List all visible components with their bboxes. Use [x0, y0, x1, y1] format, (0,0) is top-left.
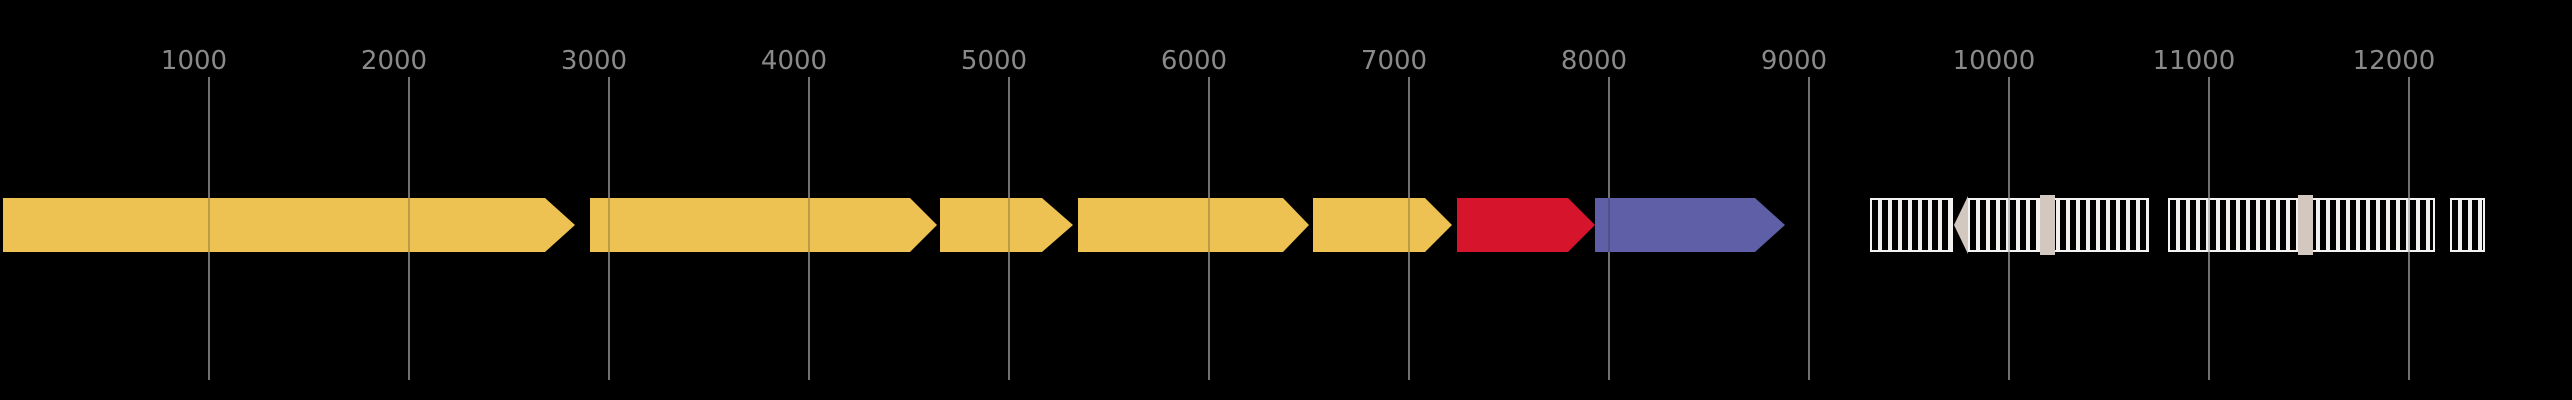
tick-label-9000: 9000 [1760, 46, 1828, 76]
tick-label-1000: 1000 [160, 46, 228, 76]
gridline-9000 [1808, 77, 1810, 380]
gene-2 [590, 198, 937, 252]
gridline-overlay-11000 [2208, 77, 2210, 380]
repeat-block-1 [1870, 198, 1953, 252]
tick-label-12000: 12000 [2352, 46, 2436, 76]
tick-label-7000: 7000 [1360, 46, 1428, 76]
tick-label-6000: 6000 [1160, 46, 1228, 76]
gene-4 [1078, 198, 1309, 252]
repeat-block-2-band [2040, 195, 2055, 255]
repeat-block-2 [1968, 198, 2149, 252]
gridline-overlay-1000 [208, 77, 210, 380]
tick-label-8000: 8000 [1560, 46, 1628, 76]
tick-label-10000: 10000 [1952, 46, 2036, 76]
gridline-overlay-3000 [608, 77, 610, 380]
gridline-overlay-9000 [1808, 77, 1810, 380]
gridline-overlay-12000 [2408, 77, 2410, 380]
gridline-overlay-6000 [1208, 77, 1210, 380]
gene-7 [1595, 198, 1785, 252]
tick-label-5000: 5000 [960, 46, 1028, 76]
tick-label-2000: 2000 [360, 46, 428, 76]
gridline-overlay-5000 [1008, 77, 1010, 380]
gridline-overlay-8000 [1608, 77, 1610, 380]
tick-label-3000: 3000 [560, 46, 628, 76]
gridline-overlay-7000 [1408, 77, 1410, 380]
repeat-block-2-tip [1954, 196, 1968, 254]
gridline-overlay-2000 [408, 77, 410, 380]
gridline-overlay-10000 [2008, 77, 2010, 380]
repeat-block-3-band [2298, 195, 2313, 255]
gene-6 [1457, 198, 1595, 252]
gene-5 [1313, 198, 1452, 252]
gridline-overlay-4000 [808, 77, 810, 380]
gene-1 [3, 198, 575, 252]
gene-3 [940, 198, 1073, 252]
tick-label-11000: 11000 [2152, 46, 2236, 76]
repeat-block-4 [2450, 198, 2485, 252]
tick-label-4000: 4000 [760, 46, 828, 76]
